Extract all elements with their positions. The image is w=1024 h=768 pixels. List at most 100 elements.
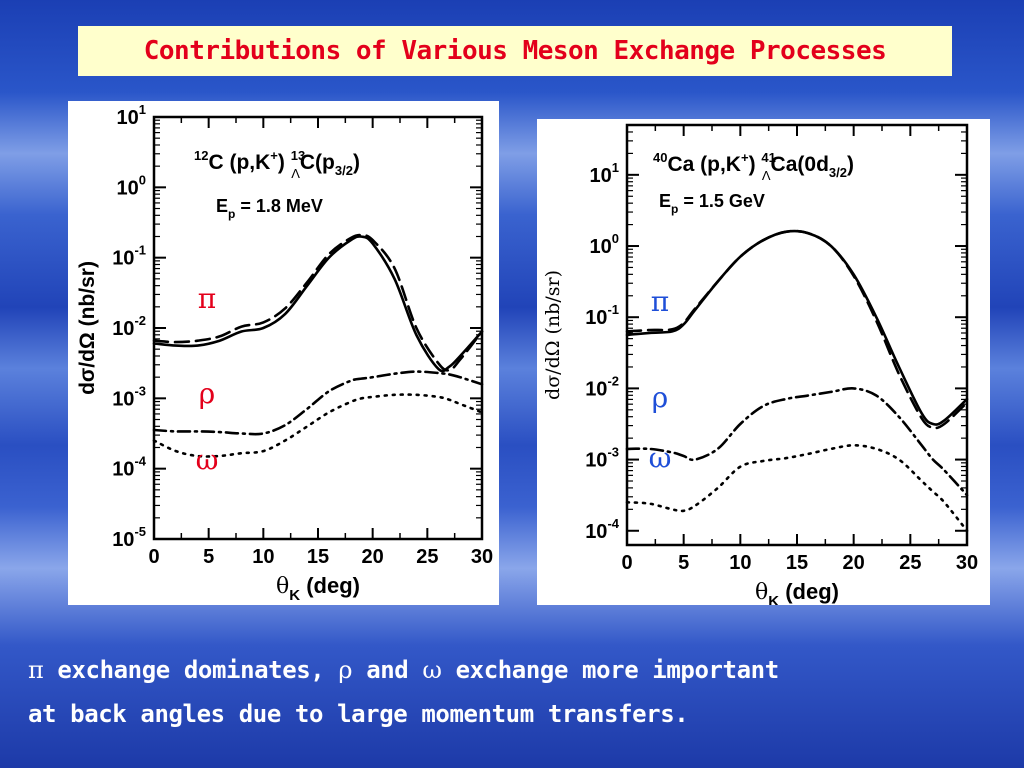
y-tick-base: 10 bbox=[112, 388, 134, 410]
caption-rho: ρ bbox=[338, 656, 353, 684]
y-tick-label: 10-3 bbox=[112, 383, 146, 410]
curve-label: π bbox=[198, 282, 216, 315]
curve-label: ω bbox=[649, 442, 672, 475]
y-tick-exponent: 1 bbox=[139, 102, 146, 117]
reaction-subscript: 3/2 bbox=[335, 163, 353, 178]
y-tick-base: 10 bbox=[585, 307, 607, 329]
y-tick-exponent: -4 bbox=[607, 516, 619, 531]
reaction-text-2: ) bbox=[749, 153, 762, 176]
x-tick-label: 20 bbox=[362, 546, 384, 568]
reaction-text-1: C (p,K bbox=[208, 151, 270, 174]
y-tick-label: 100 bbox=[590, 231, 619, 258]
x-tick-label: 10 bbox=[729, 552, 751, 574]
y-tick-label: 10-3 bbox=[585, 445, 619, 472]
caption-text-2: and bbox=[352, 656, 423, 684]
y-tick-base: 10 bbox=[117, 177, 139, 199]
series-line-dashed bbox=[625, 229, 969, 430]
y-tick-exponent: 0 bbox=[612, 231, 619, 246]
energy-symbol: E bbox=[659, 191, 671, 211]
y-tick-base: 10 bbox=[590, 236, 612, 258]
x-tick-label: 25 bbox=[899, 552, 921, 574]
x-axis-subscript: K bbox=[289, 587, 300, 604]
x-tick-label: 25 bbox=[416, 546, 438, 568]
y-tick-label: 101 bbox=[590, 160, 619, 187]
y-tick-exponent: -4 bbox=[134, 454, 146, 469]
x-tick-label: 5 bbox=[678, 552, 689, 574]
x-tick-label: 5 bbox=[203, 546, 214, 568]
reaction-text-1: Ca (p,K bbox=[667, 153, 741, 176]
y-tick-exponent: 0 bbox=[139, 172, 146, 187]
x-axis-theta: θ bbox=[755, 580, 768, 605]
reaction-charge: + bbox=[741, 150, 749, 165]
y-tick-exponent: -2 bbox=[607, 373, 619, 388]
y-tick-base: 10 bbox=[112, 529, 134, 551]
y-tick-exponent: -1 bbox=[134, 243, 146, 258]
x-tick-label: 0 bbox=[148, 546, 159, 568]
x-axis-theta: θ bbox=[276, 574, 289, 599]
x-tick-label: 30 bbox=[956, 552, 978, 574]
y-tick-base: 10 bbox=[112, 318, 134, 340]
y-tick-label: 100 bbox=[117, 172, 146, 199]
x-axis-label: θK (deg) bbox=[755, 579, 839, 605]
reaction-subscript: 3/2 bbox=[829, 165, 847, 180]
x-tick-label: 30 bbox=[471, 546, 493, 568]
y-tick-exponent: -3 bbox=[607, 445, 619, 460]
energy-subscript: p bbox=[228, 207, 235, 221]
reaction-text-3: Ca(0d bbox=[771, 153, 829, 176]
x-tick-label: 20 bbox=[843, 552, 865, 574]
chart-right: 0 5 10 15 20 25 3010110010-110-210-310-4πρω40C… bbox=[542, 123, 978, 605]
reaction-text-2: ) bbox=[278, 151, 291, 174]
y-tick-label: 101 bbox=[117, 102, 146, 129]
energy-symbol: E bbox=[216, 196, 228, 216]
y-tick-base: 10 bbox=[112, 248, 134, 270]
curve-label: π bbox=[651, 285, 669, 318]
y-tick-label: 10-1 bbox=[112, 243, 146, 270]
x-axis-subscript: K bbox=[768, 593, 779, 605]
plot-frame bbox=[625, 123, 969, 547]
reaction-label: 12C (p,K+) 13 ΛC(p3/2) bbox=[194, 148, 360, 181]
reaction-mass-2: 41 bbox=[761, 150, 775, 165]
curve-label: ω bbox=[196, 444, 219, 477]
reaction-text-4: ) bbox=[847, 153, 854, 176]
y-axis-label: dσ/dΩ (nb/sr) bbox=[542, 270, 564, 400]
energy-subscript: p bbox=[671, 202, 678, 216]
reaction-text-3: C(p bbox=[300, 151, 335, 174]
y-tick-exponent: -2 bbox=[134, 313, 146, 328]
y-tick-label: 10-4 bbox=[112, 454, 147, 481]
chart-panel-right: 0 5 10 15 20 25 30 101 100 10-1 10-2 10-3 10-4 π ρ ω 40C… bbox=[537, 119, 990, 605]
series-line-dotted bbox=[152, 393, 484, 458]
x-tick-label: 15 bbox=[307, 546, 329, 568]
x-axis-unit: (deg) bbox=[300, 573, 360, 598]
y-tick-label: 10-5 bbox=[112, 524, 146, 551]
y-tick-exponent: -3 bbox=[134, 383, 146, 398]
caption-line-1: π exchange dominates, ρ and ω exchange m… bbox=[28, 648, 1008, 692]
y-tick-base: 10 bbox=[117, 107, 139, 129]
y-tick-label: 10-2 bbox=[585, 373, 619, 400]
reaction-lambda: Λ bbox=[762, 168, 771, 183]
y-tick-label: 10-2 bbox=[112, 313, 146, 340]
reaction-mass-1: 12 bbox=[194, 148, 208, 163]
x-tick-label: 10 bbox=[252, 546, 274, 568]
series-line-dotted bbox=[625, 443, 969, 533]
caption-text-3: exchange more important bbox=[441, 656, 780, 684]
y-tick-exponent: -5 bbox=[134, 524, 146, 539]
caption-line-2: at back angles due to large momentum tra… bbox=[28, 700, 689, 728]
series-line-dashdot bbox=[152, 370, 484, 436]
y-tick-label: 10-1 bbox=[585, 302, 619, 329]
y-tick-exponent: 1 bbox=[612, 160, 619, 175]
reaction-text-4: ) bbox=[353, 151, 360, 174]
y-axis-label: dσ/dΩ (nb/sr) bbox=[76, 261, 99, 395]
series-line-dashed bbox=[152, 233, 484, 372]
series-line-solid bbox=[152, 235, 484, 373]
reaction-charge: + bbox=[270, 148, 278, 163]
curve-label: ρ bbox=[652, 381, 668, 414]
curve-label: ρ bbox=[199, 377, 215, 410]
slide-title-box: Contributions of Various Meson Exchange … bbox=[78, 26, 952, 76]
energy-value: = 1.8 MeV bbox=[235, 196, 323, 216]
energy-label: Ep = 1.8 MeV bbox=[216, 196, 323, 221]
reaction-mass-1: 40 bbox=[653, 150, 667, 165]
chart-left: 0 5 10 15 20 25 3010110010-110-210-310-410-5πρ… bbox=[76, 102, 493, 604]
y-tick-base: 10 bbox=[585, 521, 607, 543]
y-tick-base: 10 bbox=[585, 378, 607, 400]
caption-text-1: exchange dominates, bbox=[43, 656, 339, 684]
